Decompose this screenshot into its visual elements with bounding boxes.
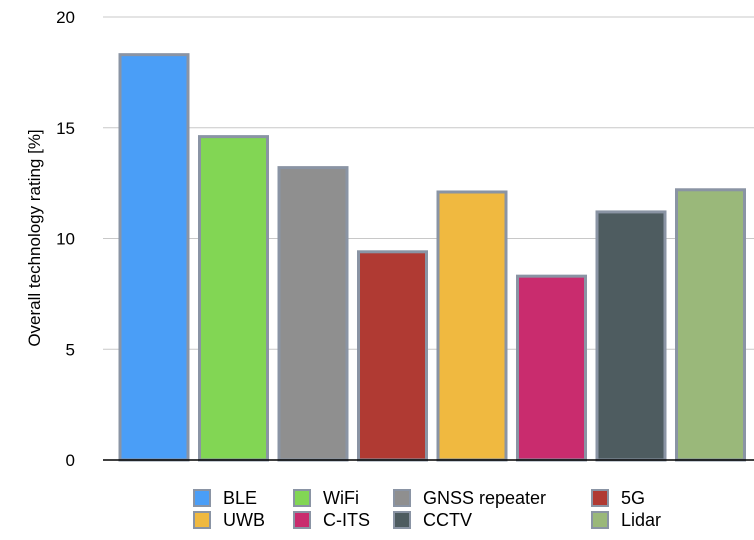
bars [118, 53, 746, 462]
legend-swatch [293, 511, 311, 529]
legend-swatch [193, 511, 211, 529]
legend-item: 5G [591, 487, 645, 509]
legend-label: WiFi [323, 487, 359, 508]
legend-item: WiFi [293, 487, 359, 509]
y-tick-labels: 0 5 10 15 20 [56, 8, 75, 470]
legend-swatch [591, 489, 609, 507]
legend-item: C-ITS [293, 509, 370, 531]
y-tick-label: 10 [56, 230, 75, 249]
bar-cctv [595, 210, 667, 462]
legend-label: UWB [223, 509, 265, 530]
legend-swatch [393, 511, 411, 529]
legend-item: Lidar [591, 509, 661, 531]
bar-c-its [516, 274, 587, 462]
legend-swatch [193, 489, 211, 507]
legend-label: C-ITS [323, 509, 370, 530]
legend-item: BLE [193, 487, 257, 509]
y-tick-label: 15 [56, 119, 75, 138]
legend-item: UWB [193, 509, 265, 531]
y-tick-label: 20 [56, 8, 75, 27]
legend-label: GNSS repeater [423, 487, 547, 508]
legend-label: Lidar [621, 509, 662, 530]
legend-swatch [293, 489, 311, 507]
bar-ble [118, 53, 190, 462]
legend-swatch [393, 489, 411, 507]
bar-gnss-repeater [277, 166, 349, 462]
bar-wifi [198, 135, 269, 462]
legend-item: GNSS repeater [393, 487, 546, 509]
bar-uwb [436, 190, 508, 462]
y-axis-label: Overall technology rating [%] [25, 129, 44, 346]
y-tick-label: 0 [66, 451, 75, 470]
y-tick-label: 5 [66, 340, 75, 359]
legend-label: CCTV [423, 509, 472, 530]
bar-lidar [675, 188, 746, 462]
bar-5g [357, 250, 428, 462]
legend-swatch [591, 511, 609, 529]
legend-label: 5G [621, 487, 646, 508]
legend-label: BLE [223, 487, 258, 508]
legend-item: CCTV [393, 509, 472, 531]
